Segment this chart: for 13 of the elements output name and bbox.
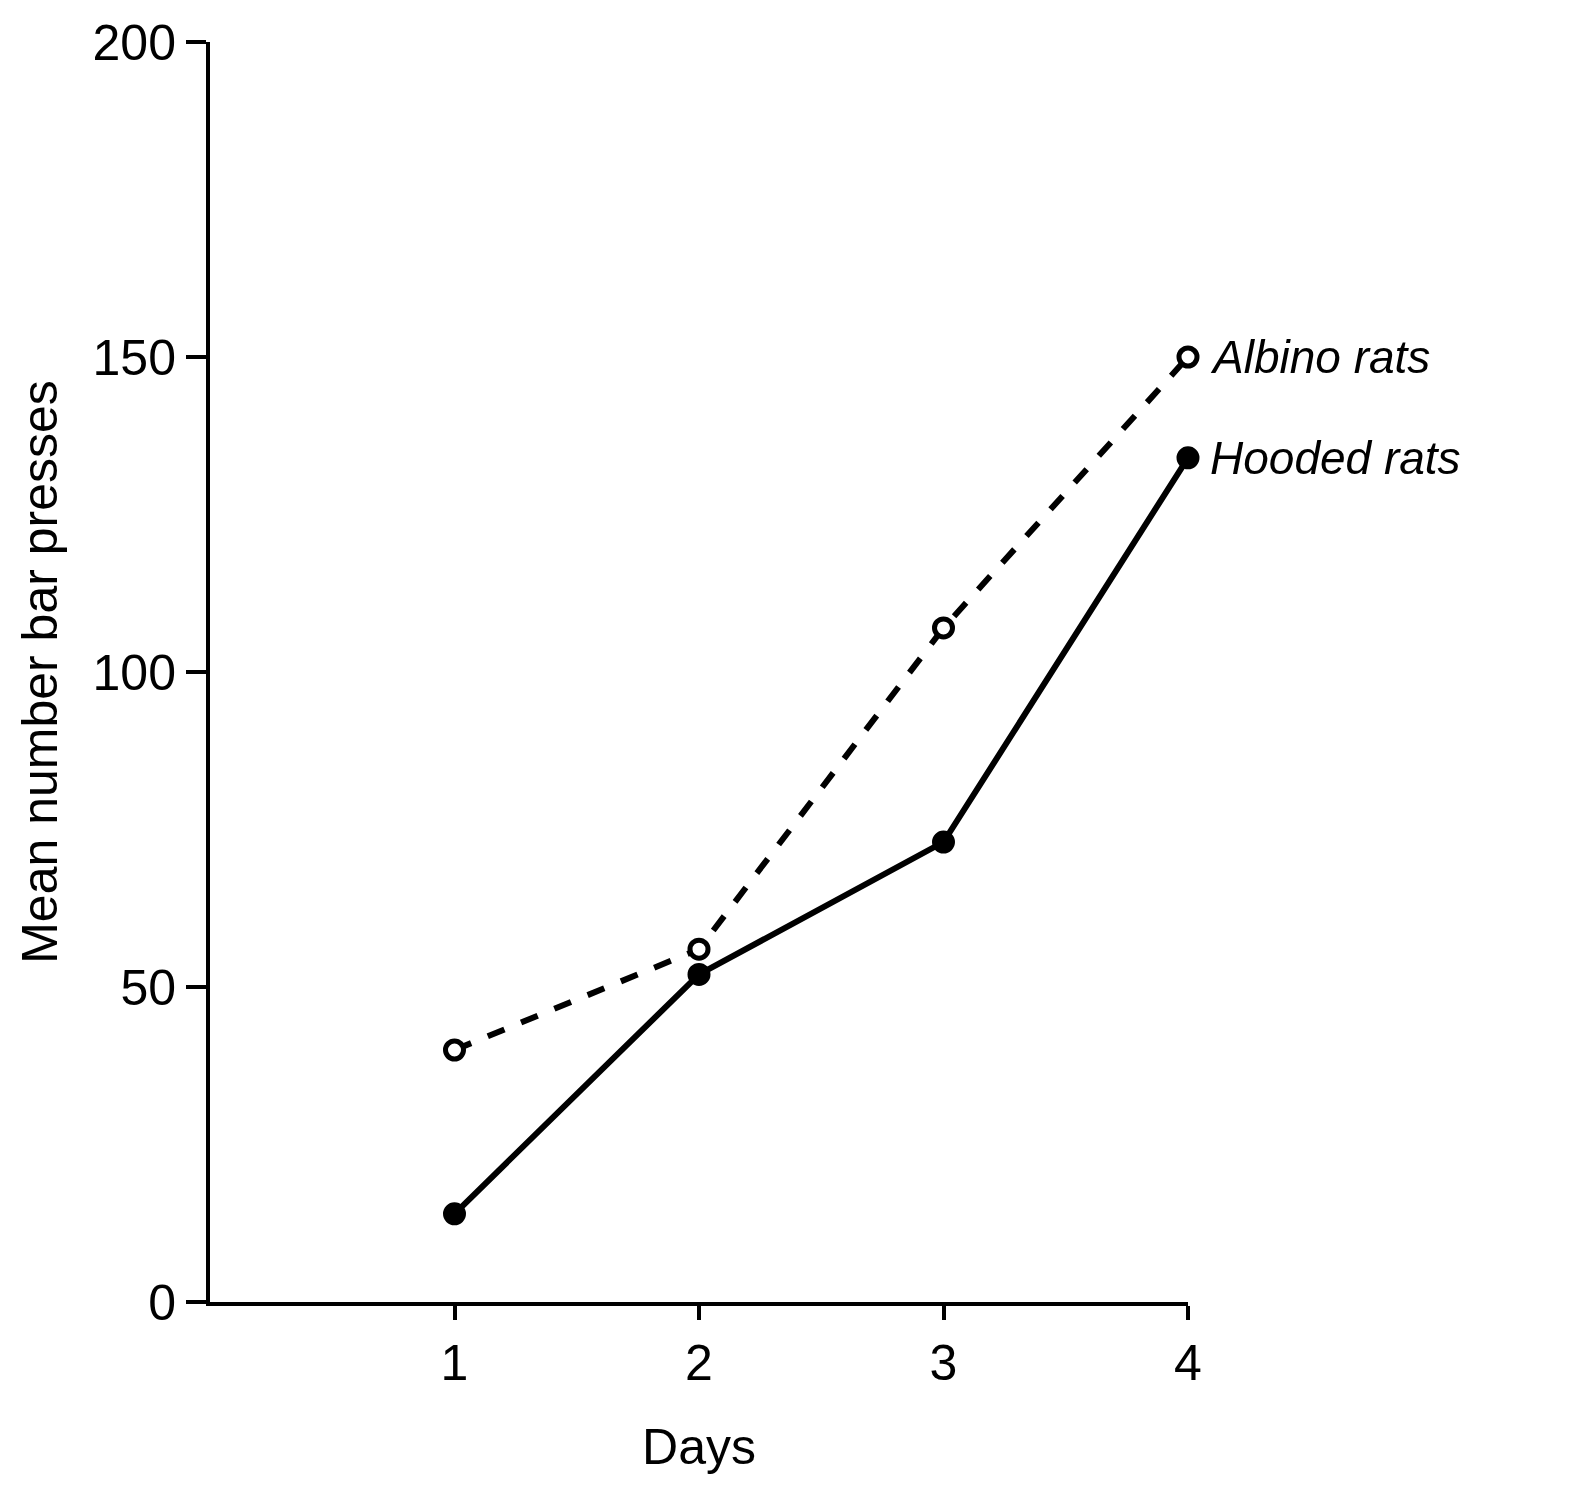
x-tick-label: 2 xyxy=(685,1335,713,1391)
series-label: Hooded rats xyxy=(1210,432,1461,484)
y-axis-title: Mean number bar presses xyxy=(12,380,69,964)
y-tick-label: 0 xyxy=(148,1274,176,1331)
y-tick-label: 100 xyxy=(92,644,176,701)
x-tick-label: 1 xyxy=(440,1335,469,1391)
x-tick-label: 4 xyxy=(1174,1335,1202,1391)
y-tick-label: 200 xyxy=(92,14,176,71)
x-axis-title: Days xyxy=(642,1419,756,1475)
y-tick-label: 150 xyxy=(92,329,176,386)
series-label: Albino rats xyxy=(1210,331,1431,383)
x-tick-label: 3 xyxy=(929,1335,958,1391)
y-tick-label: 50 xyxy=(120,959,176,1016)
